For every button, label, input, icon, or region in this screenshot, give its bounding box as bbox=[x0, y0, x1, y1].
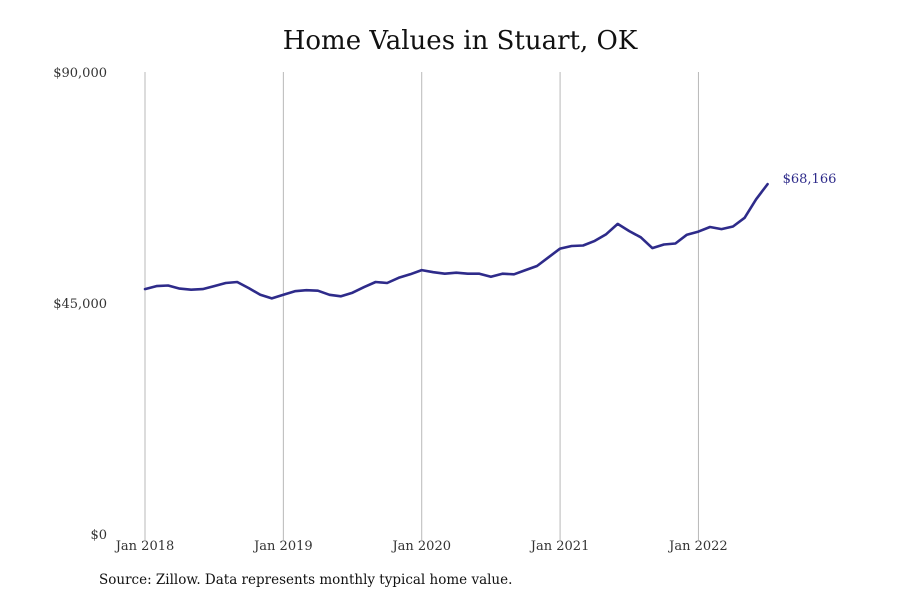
vertical-gridlines bbox=[144, 72, 699, 540]
x-tick-label: Jan 2018 bbox=[114, 539, 175, 554]
x-tick-label: Jan 2021 bbox=[529, 539, 590, 554]
y-tick-label: $90,000 bbox=[53, 66, 107, 81]
chart-title: Home Values in Stuart, OK bbox=[282, 26, 638, 56]
x-tick-label: Jan 2019 bbox=[252, 539, 313, 554]
x-tick-label: Jan 2020 bbox=[390, 539, 451, 554]
source-note: Source: Zillow. Data represents monthly … bbox=[99, 572, 513, 588]
series-line bbox=[143, 182, 769, 300]
y-tick-label: $0 bbox=[90, 528, 107, 543]
x-axis-ticks: Jan 2018 Jan 2019 Jan 2020 Jan 2021 Jan 2022 bbox=[114, 539, 728, 554]
series-layer: $68,166 bbox=[143, 172, 837, 300]
x-tick-label: Jan 2022 bbox=[667, 539, 728, 554]
y-axis-ticks: $0 $45,000 $90,000 bbox=[53, 66, 107, 543]
end-value-label: $68,166 bbox=[783, 172, 837, 187]
y-tick-label: $45,000 bbox=[53, 297, 107, 312]
